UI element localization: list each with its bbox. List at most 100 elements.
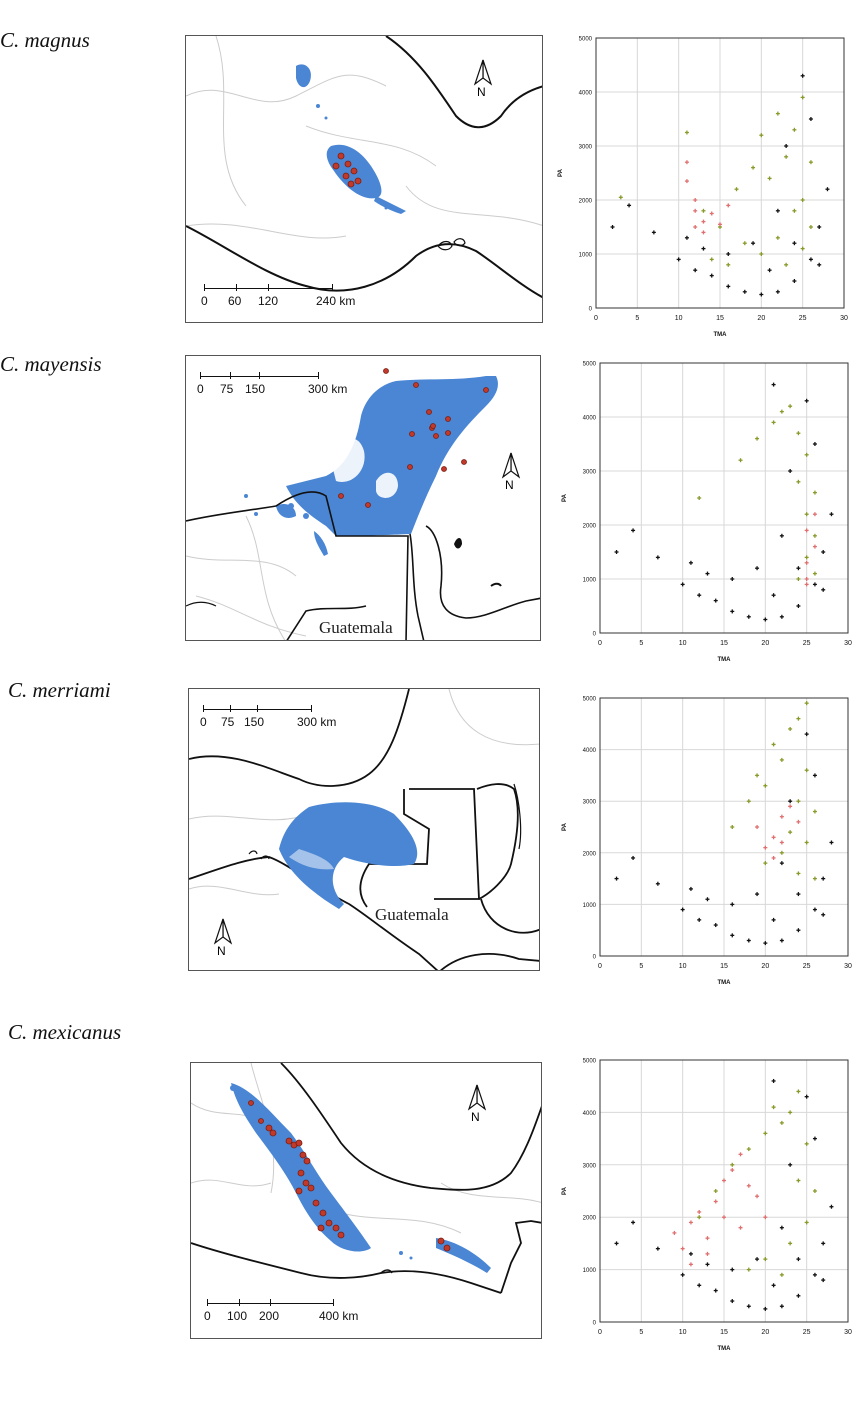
x-tick-label: 25 [803,963,811,970]
data-point [796,566,801,571]
data-point [779,861,784,866]
data-point [680,907,685,912]
y-tick-label: 2000 [583,524,597,530]
data-point [784,154,789,159]
x-tick-label: 20 [757,315,765,322]
x-tick-label: 30 [844,1329,852,1336]
data-point [804,732,809,737]
data-point [779,757,784,762]
y-tick-label: 2000 [583,1216,597,1222]
data-point [779,1225,784,1230]
data-point [746,938,751,943]
map-graphic [191,1063,541,1294]
data-point [684,235,689,240]
scale-label: 300 km [297,715,337,729]
distribution-map-mayensis: 0 75 150 300 km N Guatemala [185,355,541,641]
north-label: N [217,944,226,958]
y-tick-label: 3000 [583,800,597,806]
x-axis-label: TMA [718,1346,732,1352]
y-tick-label: 3000 [583,1163,597,1169]
data-point [755,1257,760,1262]
x-tick-label: 5 [639,963,643,970]
data-point [697,593,702,598]
north-arrow-icon [467,1084,487,1111]
data-point [730,1267,735,1272]
data-point [796,1293,801,1298]
data-point [788,404,793,409]
data-point [796,871,801,876]
data-point [763,941,768,946]
data-point [746,1147,751,1152]
x-tick-label: 10 [675,315,683,322]
species-label-mexicanus: C. mexicanus [8,1020,122,1044]
data-point [705,1236,710,1241]
north-label: N [477,85,486,99]
y-tick-label: 3000 [583,470,597,476]
data-point [746,1267,751,1272]
y-tick-label: 1000 [579,253,593,259]
data-point [812,571,817,576]
y-tick-label: 0 [593,632,597,638]
scatter-svg: 0 5 10 15 20 25 30 0 1000 2000 3000 4000 5000 TMA PA [558,37,848,339]
scatter-plot-merriami: 0 5 10 15 20 25 30 0 1000 2000 3000 4000 5000 TMA PA [556,690,856,996]
data-point [804,840,809,845]
data-point [825,187,830,192]
scale-label: 0 [200,715,207,729]
data-point [779,938,784,943]
distribution-map-merriami: 0 75 150 300 km N Guatemala [188,688,540,971]
data-point [688,886,693,891]
x-tick-label: 5 [635,315,639,322]
data-point [701,246,706,251]
x-tick-label: 15 [716,315,724,322]
species-label-merriami: C. merriami [8,678,111,702]
species-label-mayensis: C. mayensis [0,352,102,376]
scale-label: 0 [204,1309,211,1323]
scale-label: 400 km [319,1309,359,1323]
data-point [684,179,689,184]
data-point [771,593,776,598]
data-point [655,881,660,886]
data-point [779,614,784,619]
data-point [771,1078,776,1083]
species-label-magnus: C. magnus [0,28,90,52]
data-point [755,825,760,829]
x-tick-label: 20 [761,640,769,647]
y-axis-label: PA [562,1186,568,1195]
data-point [779,1272,784,1277]
data-point [688,1220,693,1225]
data-point [755,773,760,778]
data-point [821,550,826,554]
data-point [812,1189,817,1193]
data-point [804,555,809,560]
y-tick-label: 1000 [583,1268,597,1274]
y-axis-label: PA [558,168,564,177]
data-point [746,1304,751,1309]
data-point [746,1183,751,1188]
data-point [763,617,768,622]
data-point [779,533,784,538]
y-tick-label: 0 [593,955,597,961]
data-point [771,855,776,860]
x-tick-label: 0 [594,315,598,322]
data-point [697,1209,702,1214]
data-point [680,1272,685,1277]
x-tick-label: 30 [844,963,852,970]
data-point [746,614,751,619]
scatter-plot-mexicanus: 0 5 10 15 20 25 30 0 1000 2000 3000 4000 5000 TMA PA [556,1052,856,1362]
data-point [763,1257,768,1262]
data-point [821,1278,826,1283]
data-point [734,187,739,192]
data-point [730,577,735,581]
data-point [730,1162,735,1167]
x-tick-label: 10 [679,1329,687,1336]
data-point [771,742,776,747]
distribution-map-mexicanus: N 0 100 200 400 km [190,1062,542,1339]
data-point [812,907,817,912]
data-point [759,252,764,256]
y-axis-label: PA [562,822,568,831]
data-point [800,95,805,100]
x-tick-label: 25 [803,640,811,647]
scale-label: 0 [197,382,204,396]
data-point [784,144,789,148]
data-point [705,897,710,902]
